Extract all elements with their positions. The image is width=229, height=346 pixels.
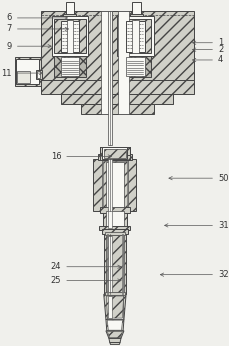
Bar bbox=[41, 80, 194, 94]
Bar bbox=[121, 234, 123, 294]
Bar bbox=[106, 235, 123, 294]
Bar bbox=[35, 70, 42, 79]
Bar bbox=[61, 21, 79, 52]
Bar bbox=[99, 147, 129, 155]
Bar bbox=[51, 16, 88, 56]
Bar bbox=[36, 71, 40, 78]
Text: 25: 25 bbox=[51, 276, 120, 285]
Text: 4: 4 bbox=[192, 55, 222, 64]
Text: 11: 11 bbox=[1, 69, 43, 78]
Polygon shape bbox=[106, 296, 123, 318]
Text: 9: 9 bbox=[7, 42, 51, 51]
Text: 50: 50 bbox=[168, 174, 227, 183]
Bar bbox=[102, 147, 127, 159]
Bar bbox=[54, 19, 86, 53]
Bar bbox=[105, 231, 124, 235]
Bar bbox=[118, 11, 128, 115]
Text: 24: 24 bbox=[51, 262, 120, 271]
Bar bbox=[108, 159, 112, 211]
Text: 31: 31 bbox=[164, 221, 228, 230]
Bar bbox=[108, 236, 112, 293]
Bar bbox=[17, 71, 30, 83]
Text: 1: 1 bbox=[192, 38, 222, 47]
Bar bbox=[126, 21, 144, 52]
Text: 6: 6 bbox=[6, 13, 67, 22]
Bar bbox=[108, 297, 111, 318]
Polygon shape bbox=[106, 331, 123, 338]
Bar bbox=[16, 59, 39, 84]
Bar bbox=[63, 15, 76, 17]
Polygon shape bbox=[107, 320, 122, 330]
Bar bbox=[80, 104, 153, 115]
Text: 7: 7 bbox=[6, 25, 68, 34]
Bar bbox=[126, 57, 144, 76]
Bar bbox=[99, 207, 129, 213]
Bar bbox=[102, 160, 127, 210]
Bar bbox=[131, 20, 138, 53]
Bar bbox=[103, 210, 126, 228]
Bar bbox=[117, 16, 153, 56]
Polygon shape bbox=[106, 319, 123, 331]
Bar bbox=[101, 11, 111, 115]
Polygon shape bbox=[93, 159, 136, 211]
Bar bbox=[106, 295, 123, 319]
Bar bbox=[119, 56, 151, 77]
Polygon shape bbox=[106, 236, 123, 293]
Text: 32: 32 bbox=[160, 270, 228, 279]
Bar bbox=[15, 57, 41, 86]
Bar bbox=[103, 234, 125, 294]
Bar bbox=[66, 20, 73, 53]
Bar bbox=[108, 209, 112, 228]
Bar bbox=[106, 162, 123, 208]
Bar bbox=[131, 2, 140, 16]
Bar bbox=[65, 2, 74, 16]
Polygon shape bbox=[103, 161, 126, 209]
Polygon shape bbox=[109, 338, 120, 343]
Text: 16: 16 bbox=[50, 152, 111, 161]
Bar bbox=[99, 226, 130, 230]
Polygon shape bbox=[103, 294, 125, 319]
Bar bbox=[106, 211, 123, 227]
Bar bbox=[106, 234, 108, 294]
Polygon shape bbox=[109, 343, 120, 345]
Bar bbox=[104, 148, 125, 158]
Bar bbox=[54, 56, 86, 77]
Polygon shape bbox=[41, 11, 194, 80]
Bar bbox=[61, 57, 79, 76]
Bar bbox=[119, 19, 151, 53]
Bar bbox=[97, 154, 131, 160]
Text: 2: 2 bbox=[192, 45, 222, 54]
Bar bbox=[102, 229, 127, 234]
Bar bbox=[108, 11, 112, 145]
Bar bbox=[105, 292, 124, 295]
Bar bbox=[129, 15, 142, 17]
Bar bbox=[61, 94, 172, 104]
Polygon shape bbox=[107, 331, 122, 338]
